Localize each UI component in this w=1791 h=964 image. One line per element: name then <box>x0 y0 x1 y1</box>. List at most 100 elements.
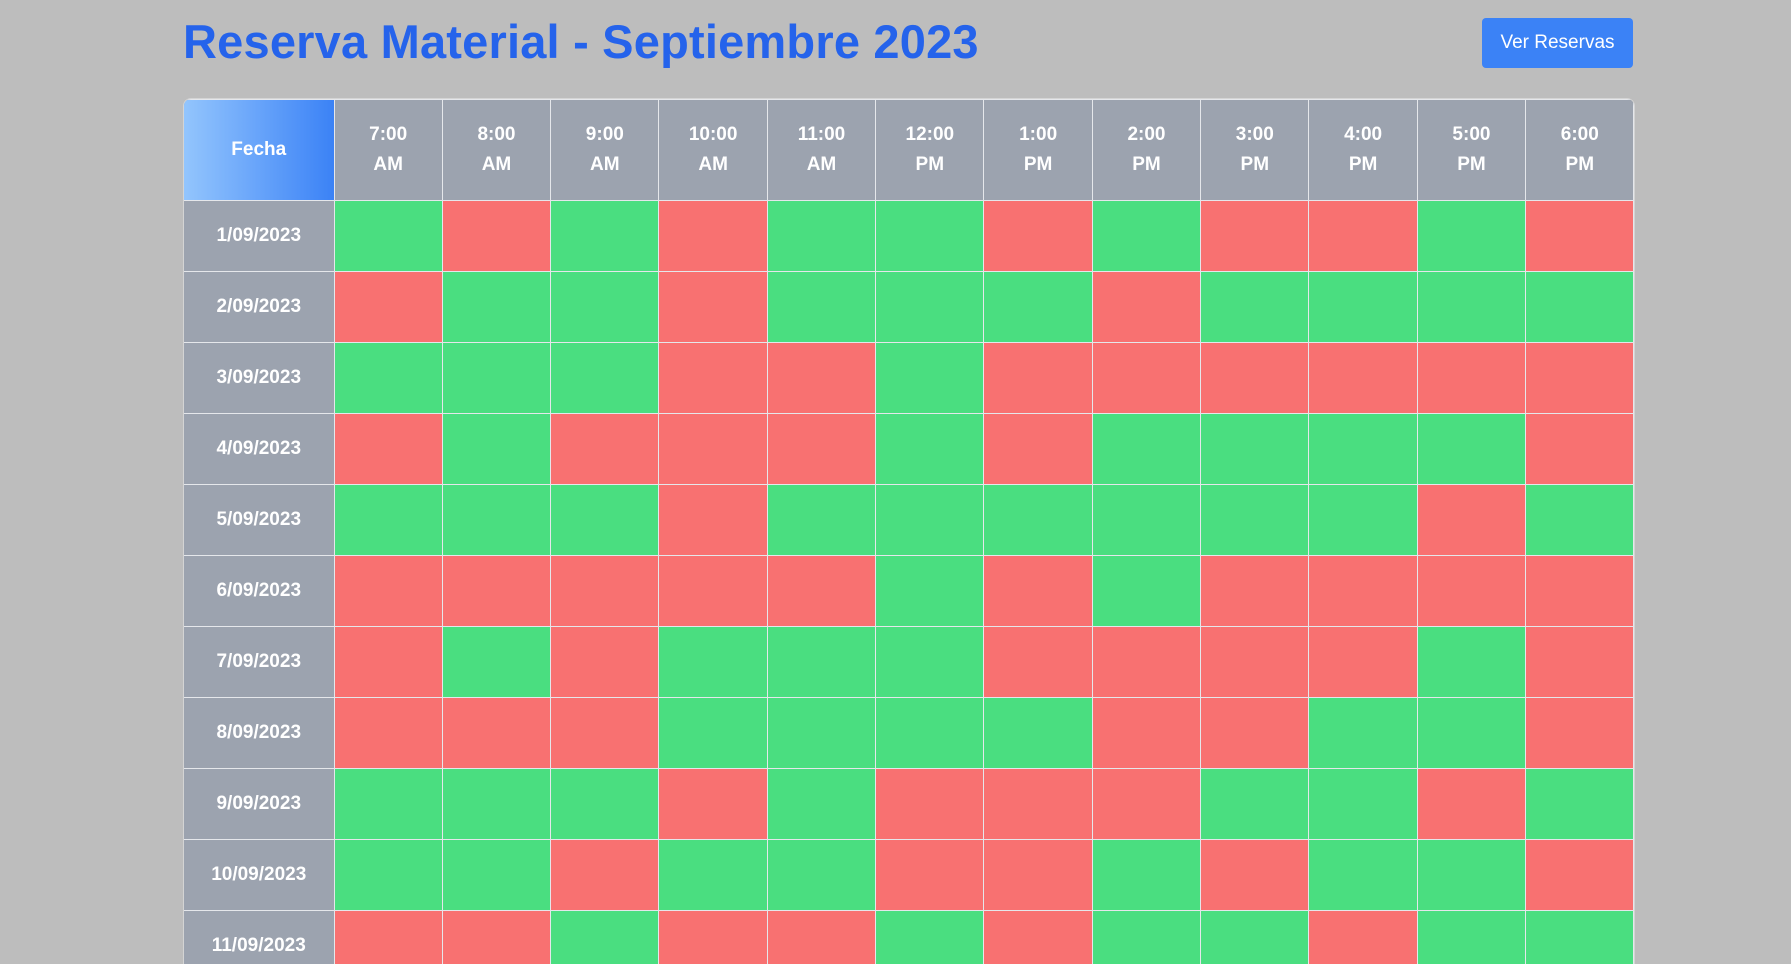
slot-cell-available[interactable] <box>1308 697 1418 769</box>
slot-cell-reserved[interactable] <box>1525 413 1634 485</box>
slot-cell-available[interactable] <box>1416 626 1527 698</box>
slot-cell-available[interactable] <box>983 697 1093 769</box>
slot-cell-available[interactable] <box>1308 768 1418 840</box>
slot-cell-reserved[interactable] <box>1525 342 1634 414</box>
slot-cell-reserved[interactable] <box>983 342 1093 414</box>
slot-cell-available[interactable] <box>550 768 660 840</box>
slot-cell-available[interactable] <box>875 271 985 343</box>
slot-cell-available[interactable] <box>550 484 660 556</box>
slot-cell-reserved[interactable] <box>658 200 768 272</box>
slot-cell-reserved[interactable] <box>1200 626 1310 698</box>
slot-cell-reserved[interactable] <box>766 342 877 414</box>
slot-cell-available[interactable] <box>333 200 443 272</box>
slot-cell-available[interactable] <box>875 697 985 769</box>
slot-cell-available[interactable] <box>441 839 552 911</box>
slot-cell-reserved[interactable] <box>1416 768 1527 840</box>
slot-cell-reserved[interactable] <box>333 555 443 627</box>
slot-cell-available[interactable] <box>766 839 877 911</box>
slot-cell-reserved[interactable] <box>983 200 1093 272</box>
slot-cell-reserved[interactable] <box>1416 555 1527 627</box>
slot-cell-available[interactable] <box>983 271 1093 343</box>
slot-cell-reserved[interactable] <box>1091 342 1202 414</box>
slot-cell-available[interactable] <box>1091 413 1202 485</box>
slot-cell-reserved[interactable] <box>1416 484 1527 556</box>
slot-cell-available[interactable] <box>766 768 877 840</box>
slot-cell-available[interactable] <box>766 271 877 343</box>
slot-cell-reserved[interactable] <box>1525 839 1634 911</box>
slot-cell-reserved[interactable] <box>983 910 1093 964</box>
slot-cell-available[interactable] <box>441 342 552 414</box>
slot-cell-reserved[interactable] <box>550 839 660 911</box>
slot-cell-reserved[interactable] <box>333 271 443 343</box>
slot-cell-reserved[interactable] <box>658 271 768 343</box>
slot-cell-available[interactable] <box>1200 768 1310 840</box>
slot-cell-reserved[interactable] <box>1091 271 1202 343</box>
slot-cell-reserved[interactable] <box>1091 697 1202 769</box>
slot-cell-reserved[interactable] <box>1091 626 1202 698</box>
slot-cell-reserved[interactable] <box>1200 342 1310 414</box>
slot-cell-available[interactable] <box>875 910 985 964</box>
slot-cell-available[interactable] <box>1416 839 1527 911</box>
slot-cell-available[interactable] <box>983 484 1093 556</box>
slot-cell-reserved[interactable] <box>1200 839 1310 911</box>
slot-cell-available[interactable] <box>658 697 768 769</box>
slot-cell-reserved[interactable] <box>983 555 1093 627</box>
slot-cell-available[interactable] <box>875 413 985 485</box>
slot-cell-reserved[interactable] <box>658 484 768 556</box>
slot-cell-available[interactable] <box>1200 910 1310 964</box>
slot-cell-reserved[interactable] <box>550 413 660 485</box>
slot-cell-available[interactable] <box>441 626 552 698</box>
slot-cell-reserved[interactable] <box>658 768 768 840</box>
slot-cell-reserved[interactable] <box>1308 342 1418 414</box>
slot-cell-available[interactable] <box>441 271 552 343</box>
slot-cell-reserved[interactable] <box>658 413 768 485</box>
slot-cell-reserved[interactable] <box>1308 626 1418 698</box>
slot-cell-available[interactable] <box>1308 271 1418 343</box>
slot-cell-reserved[interactable] <box>441 555 552 627</box>
slot-cell-reserved[interactable] <box>875 768 985 840</box>
slot-cell-reserved[interactable] <box>1525 200 1634 272</box>
slot-cell-available[interactable] <box>550 910 660 964</box>
slot-cell-available[interactable] <box>1416 910 1527 964</box>
slot-cell-reserved[interactable] <box>333 910 443 964</box>
slot-cell-available[interactable] <box>1200 413 1310 485</box>
slot-cell-available[interactable] <box>766 200 877 272</box>
slot-cell-available[interactable] <box>1416 200 1527 272</box>
slot-cell-available[interactable] <box>1091 839 1202 911</box>
slot-cell-available[interactable] <box>1525 910 1634 964</box>
slot-cell-available[interactable] <box>766 484 877 556</box>
slot-cell-available[interactable] <box>441 768 552 840</box>
slot-cell-reserved[interactable] <box>1091 768 1202 840</box>
slot-cell-reserved[interactable] <box>658 910 768 964</box>
slot-cell-available[interactable] <box>333 839 443 911</box>
slot-cell-available[interactable] <box>441 484 552 556</box>
slot-cell-available[interactable] <box>1200 271 1310 343</box>
slot-cell-available[interactable] <box>1525 484 1634 556</box>
slot-cell-reserved[interactable] <box>766 413 877 485</box>
slot-cell-available[interactable] <box>550 271 660 343</box>
slot-cell-reserved[interactable] <box>766 910 877 964</box>
slot-cell-reserved[interactable] <box>1200 697 1310 769</box>
slot-cell-available[interactable] <box>1200 484 1310 556</box>
slot-cell-reserved[interactable] <box>550 697 660 769</box>
slot-cell-available[interactable] <box>1308 413 1418 485</box>
slot-cell-available[interactable] <box>1091 910 1202 964</box>
slot-cell-reserved[interactable] <box>1308 200 1418 272</box>
slot-cell-reserved[interactable] <box>441 200 552 272</box>
slot-cell-available[interactable] <box>875 342 985 414</box>
slot-cell-available[interactable] <box>766 697 877 769</box>
slot-cell-reserved[interactable] <box>441 697 552 769</box>
slot-cell-reserved[interactable] <box>550 626 660 698</box>
slot-cell-available[interactable] <box>1525 768 1634 840</box>
slot-cell-available[interactable] <box>658 626 768 698</box>
slot-cell-reserved[interactable] <box>1525 626 1634 698</box>
slot-cell-reserved[interactable] <box>1416 342 1527 414</box>
slot-cell-available[interactable] <box>875 200 985 272</box>
slot-cell-available[interactable] <box>766 626 877 698</box>
slot-cell-available[interactable] <box>875 484 985 556</box>
slot-cell-reserved[interactable] <box>333 697 443 769</box>
slot-cell-reserved[interactable] <box>983 626 1093 698</box>
slot-cell-available[interactable] <box>875 555 985 627</box>
slot-cell-available[interactable] <box>333 342 443 414</box>
view-reservations-button[interactable]: Ver Reservas <box>1482 18 1633 68</box>
